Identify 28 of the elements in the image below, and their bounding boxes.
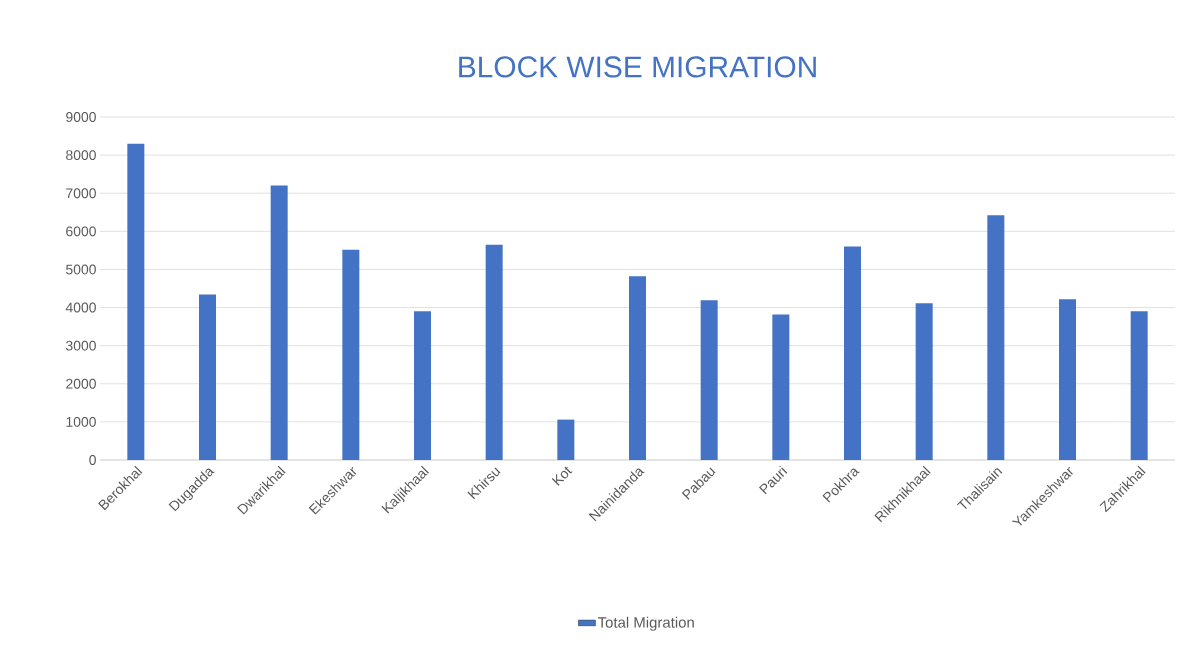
bar [987,215,1005,460]
bar [342,249,360,460]
bar [127,143,145,460]
bar [1059,299,1076,460]
chart-title: BLOCK WISE MIGRATION [459,56,816,78]
bar [414,311,431,460]
bar [844,246,861,460]
bar [700,300,718,460]
y-tick-label: 7000 [66,188,96,199]
y-tick-label: 1000 [66,416,96,427]
bar [1130,311,1148,460]
bar [270,185,288,460]
y-tick-label: 8000 [66,150,96,161]
bar [629,276,646,460]
bar [772,314,790,460]
y-tick-label: 4000 [65,302,96,313]
y-tick-label: 5000 [66,264,96,275]
y-tick-label: 6000 [66,226,96,237]
bar [485,244,503,460]
y-tick-label: 2000 [66,378,96,389]
x-tick-label: Kot [551,466,573,486]
y-tick-label: 0 [89,455,96,465]
y-tick-label: 3000 [65,340,96,351]
legend-label: Total Migration [597,616,694,631]
bar [557,419,575,460]
bar [915,303,933,460]
y-tick-label: 9000 [66,112,96,122]
bar [199,294,216,460]
